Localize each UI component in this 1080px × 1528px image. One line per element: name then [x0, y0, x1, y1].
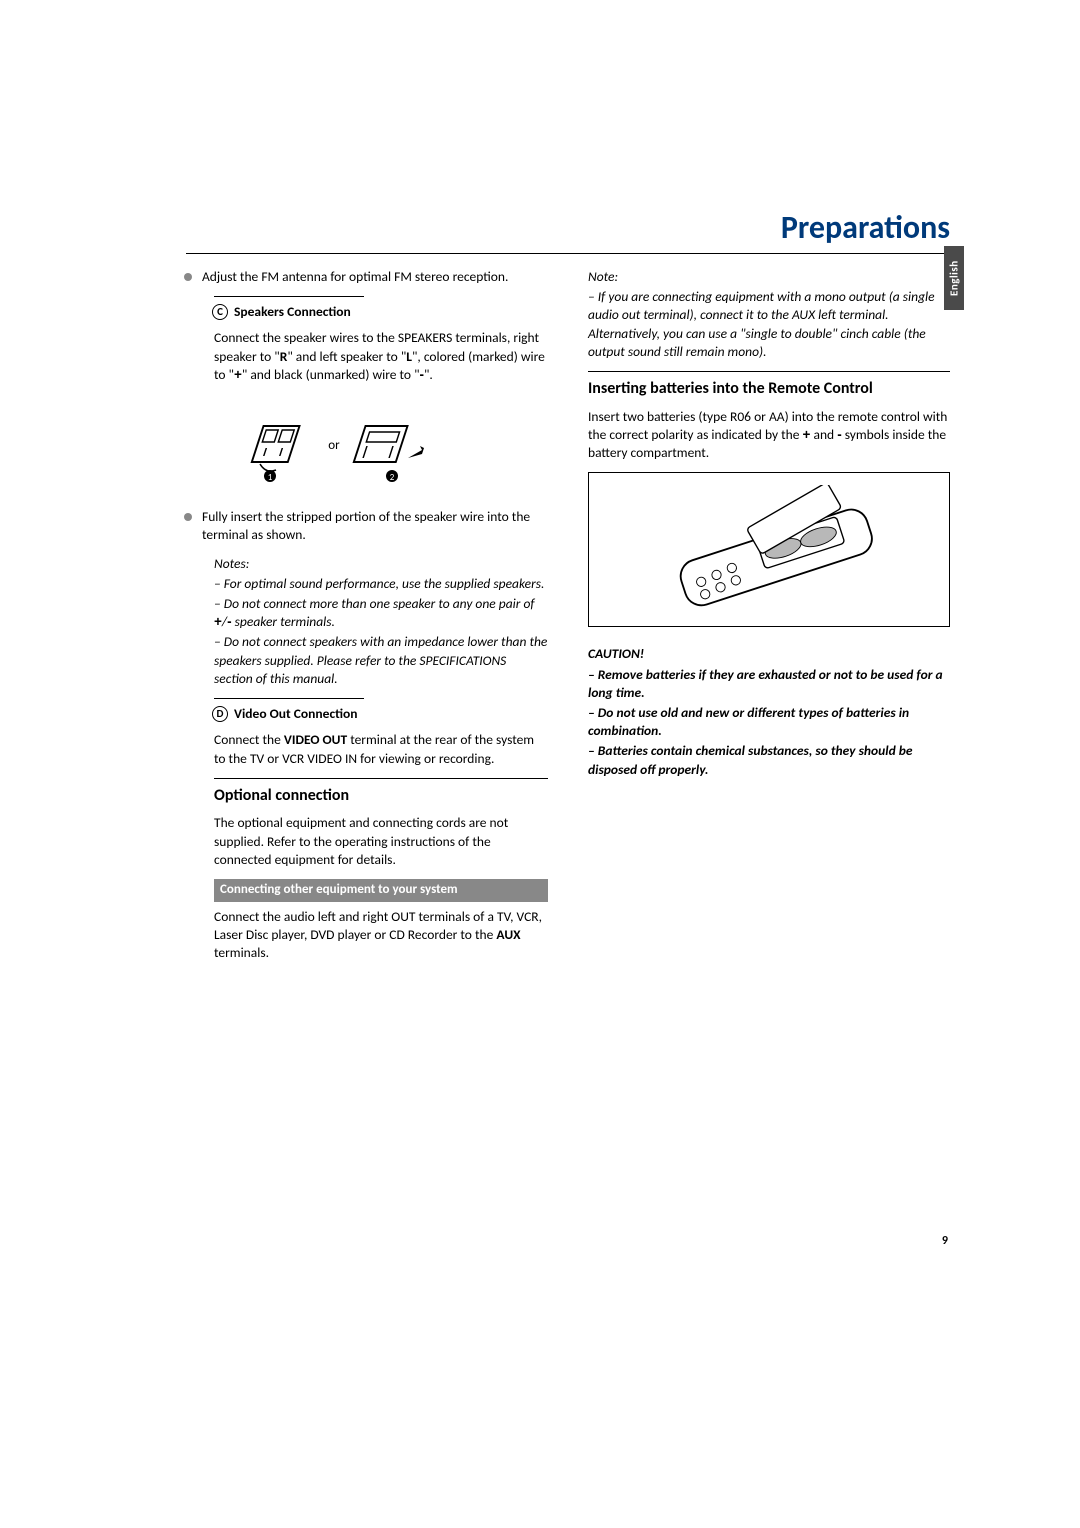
insert-wire-text: Fully insert the stripped portion of the…	[202, 508, 548, 544]
caution-line1: – Remove batteries if they are exhausted…	[588, 666, 950, 702]
video-out-para: Connect the VIDEO OUT terminal at the re…	[214, 731, 548, 767]
notes-label: Notes:	[214, 555, 548, 573]
title-rule	[186, 253, 950, 254]
speakers-heading: Speakers Connection	[234, 303, 351, 321]
grey-subheading: Connecting other equipment to your syste…	[214, 879, 548, 902]
language-tab: English	[944, 246, 964, 310]
speaker-terminal-icon-2: 2	[350, 406, 430, 486]
divider	[214, 296, 364, 297]
speaker-figure: 1 or 2	[214, 396, 454, 496]
caution-line3: – Batteries contain chemical substances,…	[588, 742, 950, 778]
speakers-para: Connect the speaker wires to the SPEAKER…	[214, 329, 548, 384]
optional-heading: Optional connection	[214, 785, 548, 807]
divider	[214, 698, 364, 699]
note2: – Do not connect more than one speaker t…	[214, 595, 548, 631]
svg-text:1: 1	[268, 472, 273, 483]
antenna-text: Adjust the FM antenna for optimal FM ste…	[202, 268, 508, 286]
note-text: – If you are connecting equipment with a…	[588, 288, 950, 361]
speaker-terminal-icon-1: 1	[238, 406, 318, 486]
divider	[588, 371, 950, 372]
remote-figure	[588, 472, 950, 627]
note-label: Note:	[588, 268, 950, 286]
caution-line2: – Do not use old and new or different ty…	[588, 704, 950, 740]
left-column: Adjust the FM antenna for optimal FM ste…	[186, 268, 548, 973]
svg-text:2: 2	[389, 472, 394, 483]
remote-control-icon	[616, 485, 922, 615]
caution-label: CAUTION!	[588, 645, 950, 663]
video-out-heading: Video Out Connection	[234, 705, 358, 723]
aux-para: Connect the audio left and right OUT ter…	[214, 908, 548, 963]
section-letter-d: D	[212, 706, 228, 722]
optional-para: The optional equipment and connecting co…	[214, 814, 548, 869]
divider	[214, 778, 548, 779]
section-letter-c: C	[212, 304, 228, 320]
batteries-para: Insert two batteries (type R06 or AA) in…	[588, 408, 950, 463]
figure-or-label: or	[328, 437, 339, 455]
page-title: Preparations	[186, 208, 950, 247]
page-number: 9	[942, 1234, 948, 1248]
bullet-icon	[184, 513, 192, 521]
bullet-icon	[184, 273, 192, 281]
right-column: Note: – If you are connecting equipment …	[588, 268, 950, 973]
note3: – Do not connect speakers with an impeda…	[214, 633, 548, 688]
batteries-heading: Inserting batteries into the Remote Cont…	[588, 378, 950, 400]
note1: – For optimal sound performance, use the…	[214, 575, 548, 593]
